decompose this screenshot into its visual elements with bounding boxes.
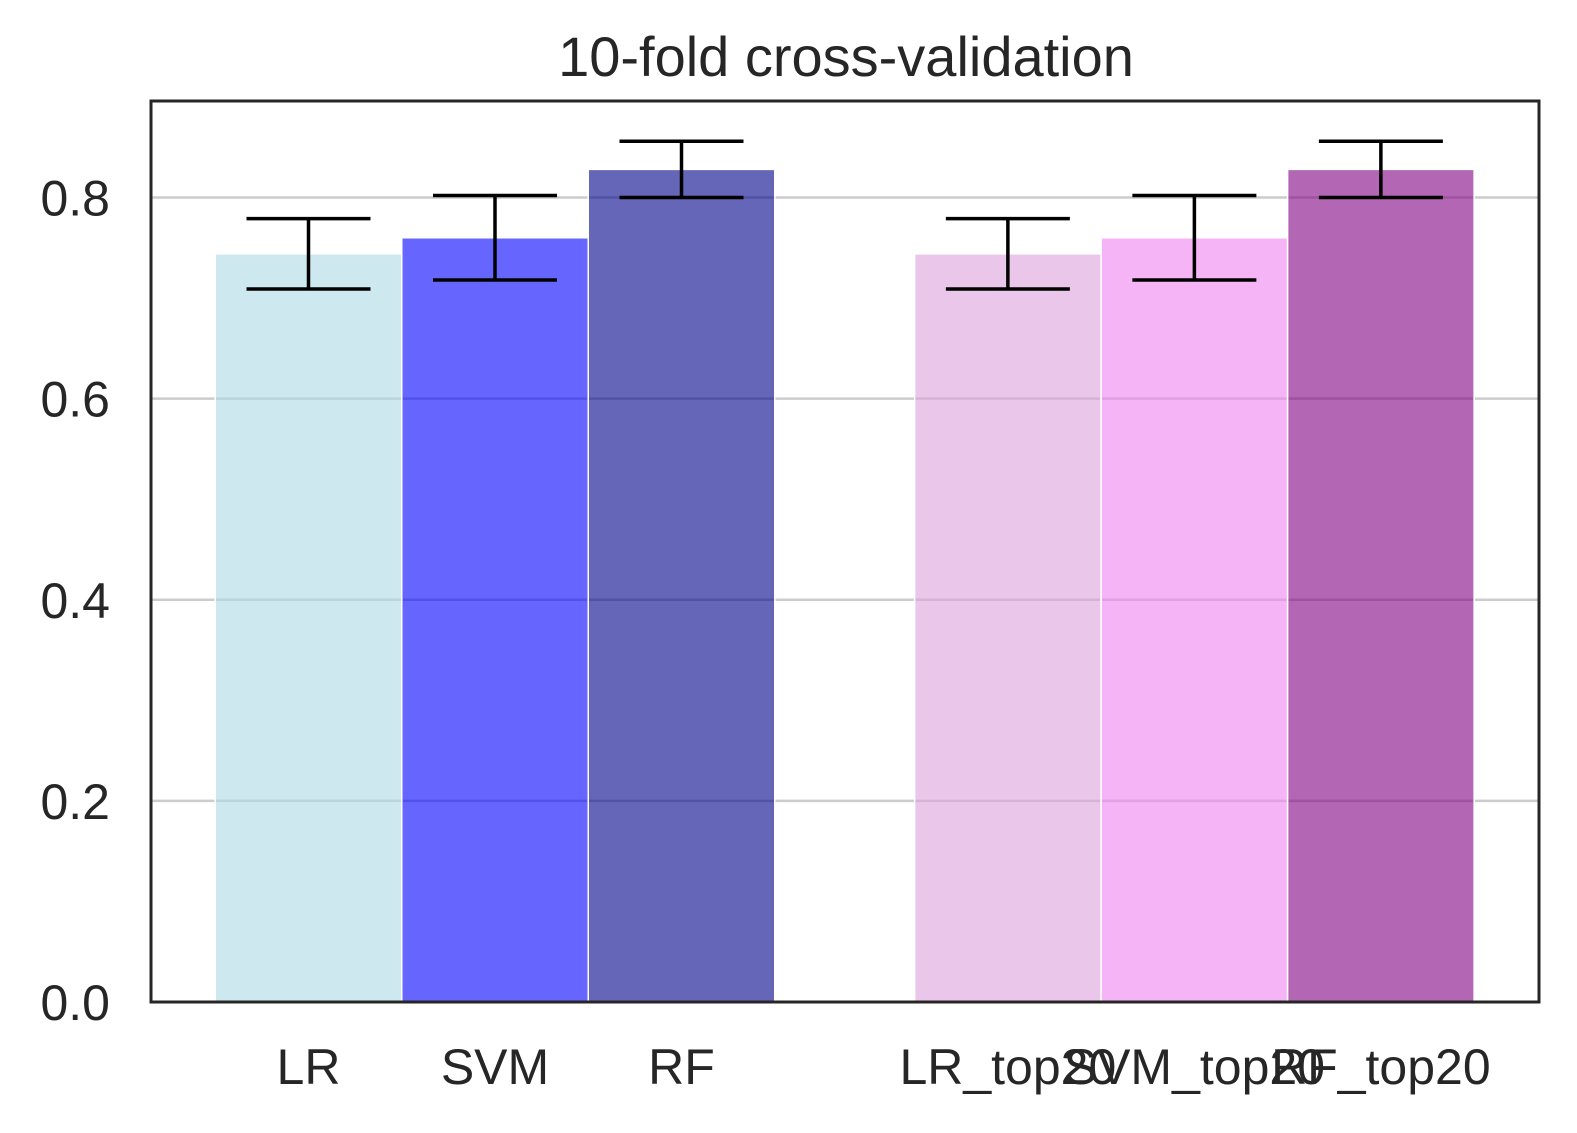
x-tick-label: LR bbox=[277, 1039, 341, 1095]
x-tick-label: LR_top20 bbox=[899, 1039, 1116, 1095]
bar-rf-top20 bbox=[1286, 168, 1475, 1003]
error-bar bbox=[945, 216, 1070, 291]
x-tick-label: RF_top20 bbox=[1271, 1039, 1491, 1095]
error-bar bbox=[433, 193, 557, 282]
error-bar bbox=[1132, 193, 1257, 282]
error-bar bbox=[246, 216, 371, 291]
error-bar bbox=[619, 139, 744, 200]
bar-rf bbox=[587, 168, 776, 1003]
y-tick-label: 0.4 bbox=[40, 573, 110, 629]
chart-title: 10-fold cross-validation bbox=[558, 25, 1134, 88]
bar-lr-top20 bbox=[913, 253, 1102, 1003]
x-tick-label: RF bbox=[648, 1039, 715, 1095]
x-tick-label: SVM_top20 bbox=[1064, 1039, 1325, 1095]
bar-lr bbox=[214, 253, 403, 1003]
error-bars bbox=[246, 139, 1443, 291]
bar-svm-top20 bbox=[1100, 237, 1289, 1003]
y-axis-ticks: 0.0 0.2 0.4 0.6 0.8 bbox=[40, 171, 110, 1031]
y-tick-label: 0.0 bbox=[40, 975, 110, 1031]
y-tick-label: 0.2 bbox=[40, 774, 110, 830]
error-bar bbox=[1318, 139, 1443, 200]
x-tick-label: SVM bbox=[441, 1039, 549, 1095]
y-tick-label: 0.8 bbox=[40, 171, 110, 227]
plot-frame bbox=[149, 99, 1541, 1004]
bars bbox=[214, 168, 1475, 1003]
bar-svm bbox=[401, 237, 589, 1003]
y-tick-label: 0.6 bbox=[40, 372, 110, 428]
